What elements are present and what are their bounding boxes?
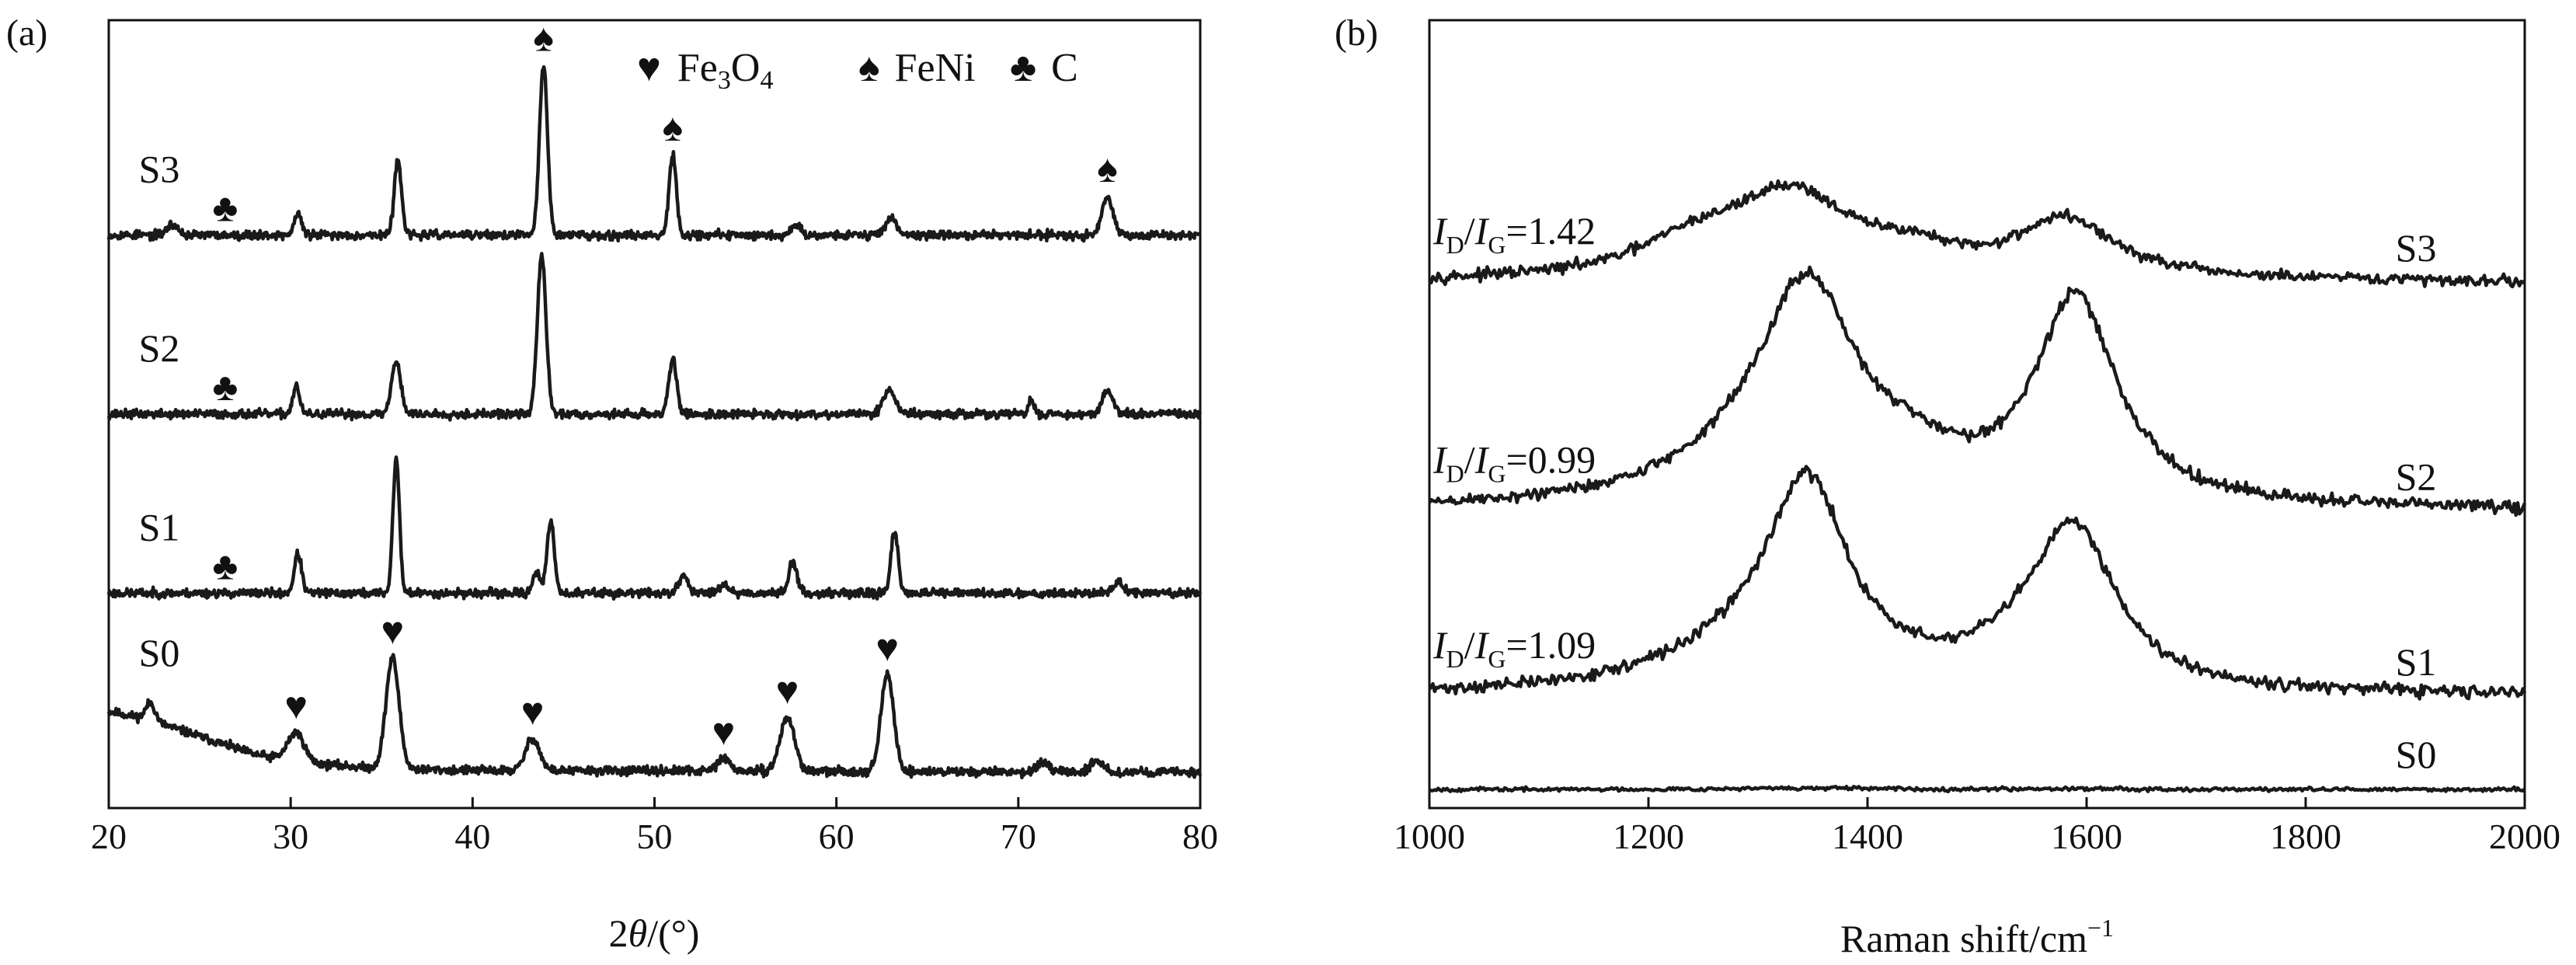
panel-b-curves: [1428, 179, 2527, 794]
x-tick-label: 80: [1182, 817, 1218, 856]
heart-icon: ♥: [284, 684, 308, 727]
x-tick-label: 1800: [2270, 817, 2341, 856]
x-tick-label: 1400: [1832, 817, 1903, 856]
x-tick-label: 60: [819, 817, 855, 856]
panel-a-x-axis-title: 2θ/(°): [609, 911, 700, 955]
panel-b-raman: (b) 1000 1200 1400 1600 1800 2000 S0 S1 S2 S3 ID…: [1335, 12, 2560, 960]
spade-icon: ♠: [533, 16, 554, 60]
heart-icon: ♥: [712, 709, 736, 753]
series-label-s0: S0: [2396, 733, 2437, 776]
legend-c: ♣ C: [1010, 46, 1078, 90]
x-tick-label: 1000: [1394, 817, 1465, 856]
club-icon: ♣: [212, 544, 238, 587]
series-label-s2: S2: [2396, 455, 2437, 498]
panel-b-frame: [1428, 19, 2526, 810]
series-line-s1: [106, 455, 1203, 601]
intensity-ratio-s3: ID/IG=1.42: [1432, 209, 1596, 259]
series-label-s1: S1: [139, 505, 180, 549]
series-line-s0: [106, 653, 1203, 780]
series-line-s0: [1429, 785, 2526, 794]
panel-a-x-ticks: 20 30 40 50 60 70 80: [91, 797, 1218, 856]
spade-icon: ♠: [1097, 147, 1118, 190]
panel-b-label: (b): [1335, 12, 1378, 54]
heart-icon: ♥: [875, 625, 899, 669]
panel-b-x-axis-title: Raman shift/cm−1: [1840, 914, 2114, 960]
x-tick-label: 1200: [1613, 817, 1684, 856]
heart-icon: ♥: [776, 668, 799, 712]
spade-icon: ♠: [663, 106, 684, 149]
series-label-s1: S1: [2396, 640, 2437, 684]
series-label-s3: S3: [2396, 226, 2437, 270]
x-tick-label: 30: [273, 817, 308, 856]
x-tick-label: 1600: [2051, 817, 2122, 856]
spade-icon: ♠: [858, 46, 880, 90]
legend-fe3o4: ♥ Fe3O4: [637, 46, 773, 95]
intensity-ratio-s1: ID/IG=1.09: [1432, 623, 1596, 673]
heart-icon: ♥: [381, 609, 404, 653]
series-line-s2: [1428, 265, 2527, 517]
club-icon: ♣: [212, 186, 238, 230]
heart-icon: ♥: [637, 46, 661, 90]
x-tick-label: 70: [1001, 817, 1036, 856]
panel-b-intensity-ratios: ID/IG=1.09 ID/IG=0.99 ID/IG=1.42: [1432, 209, 1596, 673]
panel-a-peak-markers: ♥ ♥ ♥ ♥ ♥ ♥ ♣ ♣ ♣ ♠ ♠ ♠: [212, 16, 1117, 754]
x-tick-label: 40: [454, 817, 490, 856]
club-icon: ♣: [212, 365, 238, 409]
series-line-s3: [106, 64, 1202, 243]
series-label-s3: S3: [139, 148, 180, 191]
panel-a-xrd: (a) 20 30 40 50 60 70 80 ♥ ♥ ♥ ♥ ♥ ♥ ♣ ♣ ♣ ♠ ♠ ♠ S0 S1 S2 S3…: [6, 12, 1218, 955]
legend-feni: ♠ FeNi: [858, 46, 976, 90]
panel-a-curves: [106, 64, 1203, 780]
panel-a-series-labels: S0 S1 S2 S3: [139, 148, 180, 674]
series-line-s1: [1428, 465, 2527, 701]
panel-b-x-ticks: 1000 1200 1400 1600 1800 2000: [1394, 797, 2560, 856]
x-tick-label: 20: [91, 817, 127, 856]
panel-a-label: (a): [6, 12, 47, 54]
panel-b-series-labels: S0 S1 S2 S3: [2396, 226, 2437, 776]
heart-icon: ♥: [521, 689, 545, 733]
intensity-ratio-s2: ID/IG=0.99: [1432, 437, 1596, 487]
series-label-s0: S0: [139, 631, 180, 674]
club-icon: ♣: [1010, 46, 1036, 90]
x-tick-label: 2000: [2489, 817, 2560, 856]
series-line-s2: [106, 252, 1203, 422]
series-line-s3: [1429, 179, 2526, 289]
series-label-s2: S2: [139, 326, 180, 370]
x-tick-label: 50: [637, 817, 673, 856]
panel-a-legend: ♥ Fe3O4 ♠ FeNi ♣ C: [637, 46, 1078, 95]
